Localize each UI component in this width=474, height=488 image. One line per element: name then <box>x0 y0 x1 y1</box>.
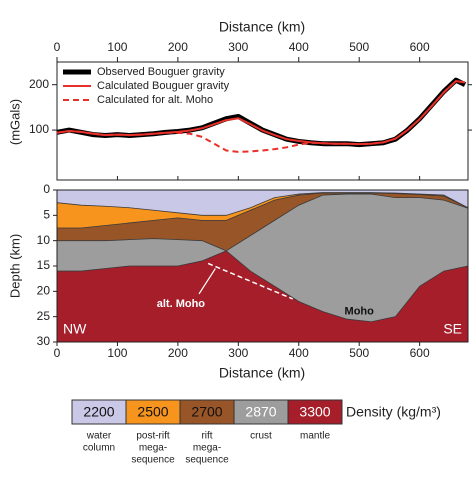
layer-name: mega- <box>193 443 221 454</box>
y-tick-label: 200 <box>29 77 49 91</box>
layer-name: column <box>83 443 115 454</box>
bottom-x-label: Distance (km) <box>219 365 305 381</box>
gravity-line <box>56 80 466 153</box>
x-tick-label: 0 <box>54 346 61 360</box>
layer-name: rift <box>201 431 212 442</box>
density-value: 2200 <box>83 404 114 420</box>
density-value: 2500 <box>137 404 168 420</box>
x-tick-label: 400 <box>289 346 309 360</box>
x-tick-label: 600 <box>410 40 430 54</box>
x-tick-label: 100 <box>107 40 127 54</box>
top-y-label: (mGals) <box>7 99 22 145</box>
alt-moho-arrow <box>198 268 216 295</box>
corner-label: SE <box>443 321 462 337</box>
top-x-label: Distance (km) <box>219 19 305 35</box>
density-title: Density (kg/m³) <box>346 404 441 420</box>
y-tick-label: 20 <box>37 284 51 298</box>
legend-label: Observed Bouguer gravity <box>97 66 225 78</box>
x-tick-label: 300 <box>228 40 248 54</box>
x-tick-label: 300 <box>228 346 248 360</box>
y-tick-label: 25 <box>37 309 51 323</box>
moho-label: Moho <box>345 306 375 318</box>
density-value: 3300 <box>299 404 330 420</box>
layer-fill <box>56 250 469 343</box>
y-tick-label: 100 <box>29 122 49 136</box>
x-tick-label: 500 <box>349 346 369 360</box>
x-tick-label: 200 <box>168 40 188 54</box>
y-tick-label: 15 <box>37 258 51 272</box>
layer-name: post-rift <box>136 431 170 442</box>
legend-label: Calculated for alt. Moho <box>97 94 213 106</box>
x-tick-label: 500 <box>349 40 369 54</box>
layer-name: sequence <box>131 455 175 466</box>
bottom-y-label: Depth (km) <box>7 234 22 298</box>
density-value: 2700 <box>191 404 222 420</box>
y-tick-label: 5 <box>43 208 50 222</box>
corner-label: NW <box>63 321 87 337</box>
layer-name: mantle <box>300 431 330 442</box>
density-box <box>287 399 343 425</box>
x-tick-label: 400 <box>289 40 309 54</box>
legend-label: Calculated Bouguer gravity <box>97 80 230 92</box>
x-tick-label: 200 <box>168 346 188 360</box>
density-box <box>125 399 181 425</box>
layer-name: water <box>86 431 112 442</box>
density-box <box>233 399 289 425</box>
y-tick-label: 0 <box>43 182 50 196</box>
gravity-line <box>56 80 466 146</box>
layer-name: mega- <box>139 443 167 454</box>
plot-frame <box>56 61 469 181</box>
alt-moho-label: alt. Moho <box>157 298 206 310</box>
x-tick-label: 100 <box>107 346 127 360</box>
layer-name: sequence <box>185 455 229 466</box>
x-tick-label: 600 <box>410 346 430 360</box>
y-tick-label: 30 <box>37 334 51 348</box>
x-tick-label: 0 <box>54 40 61 54</box>
layer-name: crust <box>250 431 272 442</box>
density-value: 2870 <box>245 404 276 420</box>
y-tick-label: 10 <box>37 233 51 247</box>
